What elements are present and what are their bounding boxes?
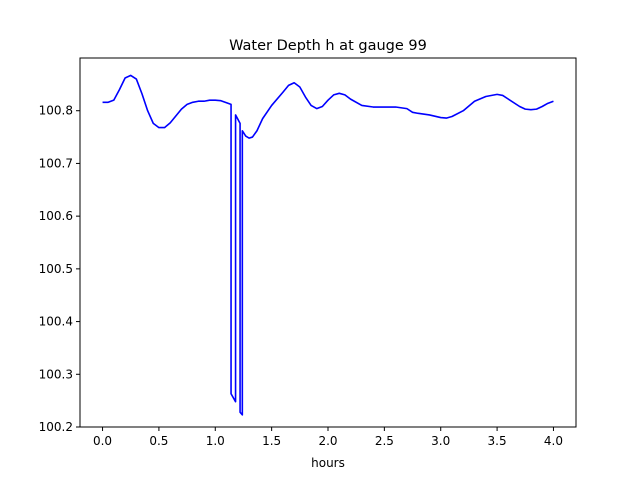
plot-frame xyxy=(79,57,577,428)
x-tick-label: 1.5 xyxy=(262,434,281,448)
x-tick-label: 2.5 xyxy=(375,434,394,448)
x-tick-label: 3.0 xyxy=(431,434,450,448)
y-tick-label: 100.3 xyxy=(39,367,73,381)
x-tick-label: 3.5 xyxy=(488,434,507,448)
plot-area: 0.0 0.5 1.0 1.5 2.0 2.5 3.0 3.5 4.0 100.2100.310… xyxy=(39,57,577,448)
x-tick-label: 4.0 xyxy=(544,434,563,448)
y-tick-label: 100.5 xyxy=(39,262,73,276)
y-tick-label: 100.7 xyxy=(39,156,73,170)
series-layer xyxy=(102,74,554,416)
chart-title: Water Depth h at gauge 99 xyxy=(229,38,427,54)
x-tick-label: 0.5 xyxy=(149,434,168,448)
x-tick-label: 1.0 xyxy=(206,434,225,448)
x-axis: 0.0 0.5 1.0 1.5 2.0 2.5 3.0 3.5 4.0 xyxy=(93,427,563,448)
y-tick-label: 100.8 xyxy=(39,104,73,118)
x-tick-label: 0.0 xyxy=(93,434,112,448)
x-tick-label: 2.0 xyxy=(318,434,337,448)
y-axis: 100.2 100.3 100.4 100.5 100.6 100.7 100.8 xyxy=(39,104,80,434)
x-axis-label: hours xyxy=(311,456,345,470)
y-tick-label: 100.2 xyxy=(39,420,73,434)
y-tick-label: 100.4 xyxy=(39,315,73,329)
y-tick-label: 100.6 xyxy=(39,209,73,223)
series-line-0 xyxy=(102,74,554,416)
